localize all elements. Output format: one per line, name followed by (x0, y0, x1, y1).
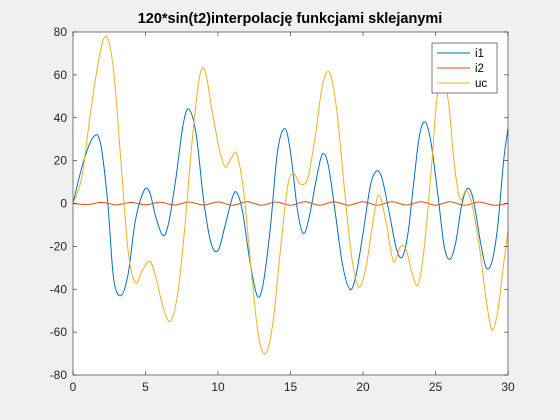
y-tick-label: 80 (54, 25, 68, 39)
y-tick-label: -60 (50, 325, 68, 339)
y-tick-label: 0 (60, 197, 67, 211)
y-tick-label: -40 (50, 282, 68, 296)
y-tick-label: 20 (54, 154, 68, 168)
legend-label-i1: i1 (475, 48, 484, 60)
y-tick-label: 40 (54, 111, 68, 125)
x-tick-label: 0 (70, 380, 77, 394)
x-tick-label: 20 (356, 380, 370, 394)
x-tick-label: 10 (211, 380, 225, 394)
y-tick-label: -80 (50, 368, 68, 382)
legend-label-i2: i2 (475, 63, 484, 75)
x-tick-label: 30 (501, 380, 515, 394)
x-tick-label: 5 (142, 380, 149, 394)
chart-title: 120*sin(t2)interpolację funkcjami skleja… (138, 11, 443, 27)
legend-label-uc: uc (475, 78, 487, 90)
y-tick-label: 60 (54, 68, 68, 82)
y-tick-label: -20 (50, 239, 68, 253)
x-tick-label: 15 (284, 380, 298, 394)
legend: i1 i2 uc (432, 43, 497, 93)
x-tick-label: 25 (429, 380, 443, 394)
